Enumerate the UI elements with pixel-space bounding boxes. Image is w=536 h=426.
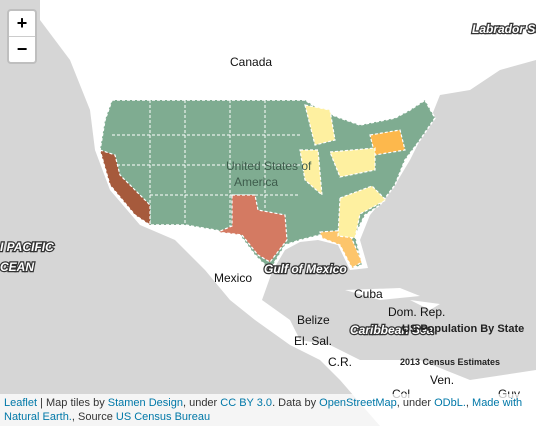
sea-label: Labrador Sea (472, 22, 536, 36)
place-label: Belize (297, 313, 330, 327)
place-label: El. Sal. (294, 334, 332, 348)
sea-label: Gulf of Mexico (264, 262, 347, 276)
zoom-in[interactable]: + (16, 13, 28, 33)
place-label: United States of (226, 159, 312, 173)
text: , Source (71, 411, 116, 423)
link[interactable]: OpenStreetMap (319, 397, 397, 409)
text: . Data by (272, 397, 320, 409)
zoom-out[interactable]: − (9, 36, 35, 62)
sea-label: CEAN (0, 260, 34, 274)
link[interactable]: ODbL. (434, 397, 466, 409)
place-label: Ven. (430, 373, 454, 387)
place-label: Dom. Rep. (388, 305, 445, 319)
legend-title: US Population By State (402, 323, 524, 335)
place-label: C.R. (328, 355, 352, 369)
place-label: Canada (230, 55, 272, 69)
link[interactable]: US Census Bureau (115, 411, 211, 423)
place-label: America (234, 175, 278, 189)
text: | Map tiles by (37, 397, 108, 409)
text: , under (396, 397, 435, 409)
sea-label: I PACIFIC (0, 240, 54, 254)
legend-subtitle: 2013 Census Estimates (400, 357, 500, 367)
link[interactable]: Stamen Design (107, 397, 183, 409)
link[interactable]: Leaflet (4, 397, 38, 409)
zoom-control: + − (7, 9, 37, 64)
link[interactable]: Made with Natural Earth. (4, 397, 523, 423)
sea-label: Caribbean Sea (350, 323, 434, 337)
place-label: Mexico (214, 271, 252, 285)
text: , (465, 397, 473, 409)
attribution: Leaflet | Map tiles by Stamen Design, un… (0, 394, 528, 426)
link[interactable]: CC BY 3.0 (220, 397, 273, 409)
highlighted-states (99, 104, 406, 269)
islands (345, 288, 440, 310)
state-borders (112, 100, 300, 230)
place-label: Cuba (354, 287, 383, 301)
text: , under (182, 397, 221, 409)
